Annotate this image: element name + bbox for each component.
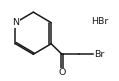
Text: Br: Br <box>94 50 104 59</box>
Text: O: O <box>58 68 66 77</box>
Text: N: N <box>12 18 19 27</box>
Text: HBr: HBr <box>91 17 109 26</box>
